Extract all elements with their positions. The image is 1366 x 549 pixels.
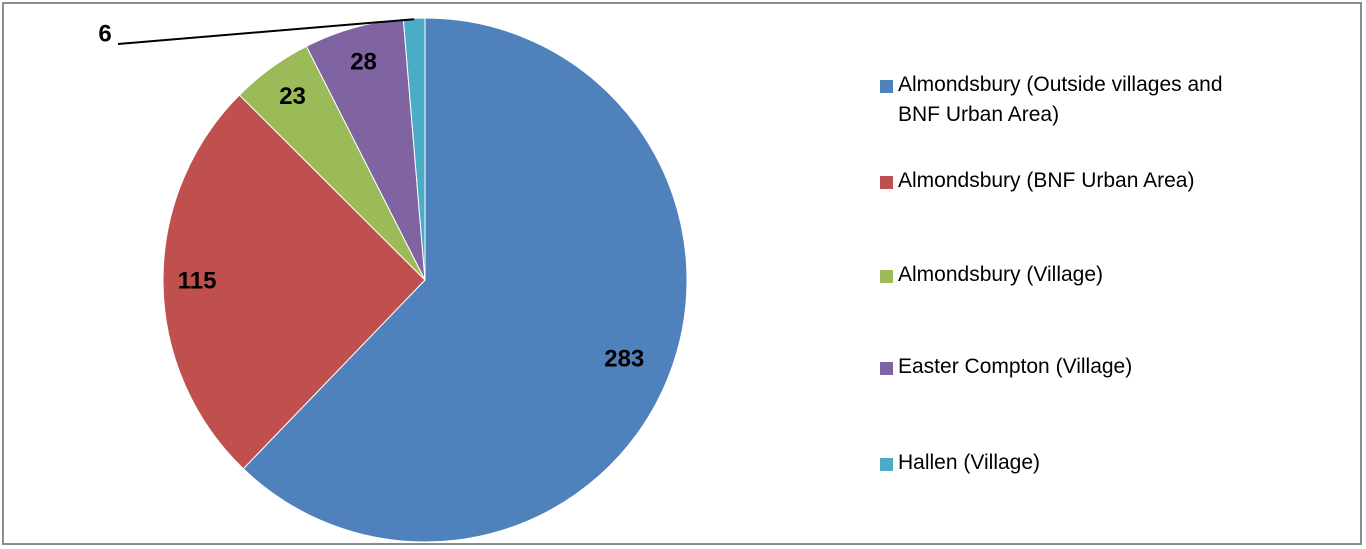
legend-item-easter-compton: Easter Compton (Village) xyxy=(880,352,1132,382)
legend-item-almondsbury-village: Almondsbury (Village) xyxy=(880,260,1103,290)
legend-swatch xyxy=(880,458,893,471)
legend-swatch xyxy=(880,362,893,375)
pie-slice xyxy=(242,17,688,543)
pie-data-labels: 283 115 23 28 6 xyxy=(98,18,644,373)
pie-slices xyxy=(162,17,688,543)
pie-slice xyxy=(402,17,426,281)
legend-swatch xyxy=(880,176,893,189)
legend-item-bnf-urban: Almondsbury (BNF Urban Area) xyxy=(880,166,1194,196)
pie-data-label: 6 xyxy=(98,20,111,47)
legend-label-line1: Almondsbury (Outside villages and xyxy=(898,73,1223,96)
legend-label: Hallen (Village) xyxy=(898,451,1041,474)
pie-data-label: 23 xyxy=(279,83,306,110)
legend-label: Easter Compton (Village) xyxy=(898,355,1133,378)
legend-swatch xyxy=(880,270,893,283)
legend-label: Almondsbury (Village) xyxy=(898,263,1104,286)
pie-data-label: 28 xyxy=(350,49,377,76)
legend-item-hallen: Hallen (Village) xyxy=(880,448,1040,478)
legend-label: Almondsbury (BNF Urban Area) xyxy=(898,169,1195,192)
legend-label-line2: BNF Urban Area) xyxy=(898,103,1060,126)
pie-data-label: 115 xyxy=(178,268,217,295)
legend-swatch xyxy=(880,80,893,93)
pie-data-label: 283 xyxy=(604,346,644,373)
pie-slice xyxy=(162,94,426,470)
leader-line xyxy=(117,18,415,45)
legend-label: Almondsbury (Outside villages and BNF Ur… xyxy=(898,70,1223,130)
legend-item-outside-villages: Almondsbury (Outside villages and BNF Ur… xyxy=(880,70,1223,130)
